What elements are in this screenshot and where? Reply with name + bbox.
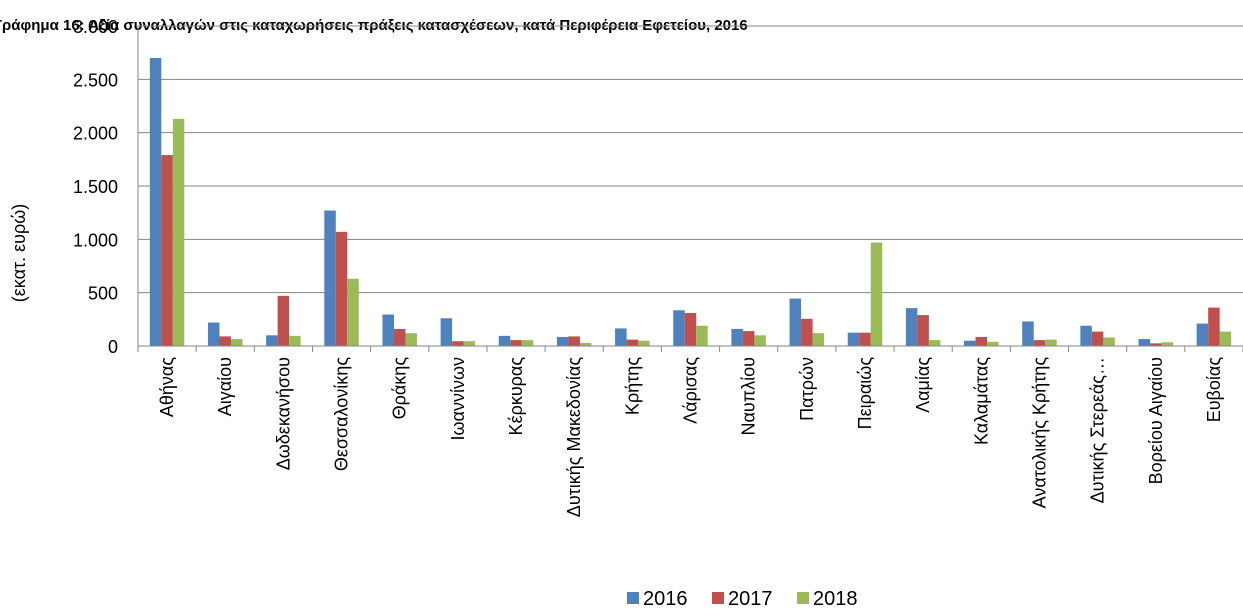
bar [812, 333, 825, 346]
bar [1219, 331, 1232, 346]
y-tick-label: 2.000 [73, 124, 118, 144]
legend-label: 2016 [643, 588, 688, 610]
legend: 2016 2017 2018 [627, 588, 858, 610]
x-tick-label: Ευβοίας [1204, 357, 1224, 423]
bar [382, 314, 394, 346]
bar [801, 318, 813, 346]
legend-swatch [627, 592, 639, 604]
bar [859, 332, 871, 346]
bar [393, 328, 406, 346]
bar [347, 278, 359, 346]
x-tick-label: Δυτικής Μακεδονίας [564, 357, 584, 518]
bar [405, 333, 417, 346]
x-tick-label: Βορείου Αιγαίου [1146, 357, 1166, 484]
bar [731, 328, 743, 346]
legend-swatch [712, 592, 724, 604]
legend-swatch [797, 592, 809, 604]
bar [1045, 339, 1057, 346]
y-tick-label: 1.000 [73, 230, 118, 250]
bar [870, 242, 883, 346]
x-tick-label: Ναυπλίου [739, 357, 759, 436]
y-tick-label: 1.500 [73, 177, 118, 197]
bar [230, 339, 243, 346]
bar [207, 322, 220, 346]
bar [1080, 325, 1092, 346]
gridlines [138, 25, 1243, 347]
bar [324, 210, 336, 346]
bar [754, 335, 766, 346]
legend-label: 2018 [813, 588, 858, 610]
legend-label: 2017 [728, 588, 773, 610]
bar [1196, 323, 1209, 346]
bar [521, 340, 534, 346]
bar [172, 118, 185, 346]
bar [1150, 343, 1162, 346]
bar [219, 336, 231, 346]
bar [1161, 342, 1174, 346]
bar [847, 332, 860, 346]
bar [161, 155, 173, 346]
bar [556, 336, 569, 346]
x-tick-label: Θράκης [390, 357, 410, 420]
bar [928, 340, 941, 346]
bar [277, 295, 290, 346]
bar [1033, 340, 1046, 346]
bar [579, 342, 592, 346]
y-tick-labels: 0 500 1.000 1.500 2.000 2.500 3.000 [73, 17, 118, 357]
bar [742, 331, 755, 346]
bar [638, 340, 650, 346]
bar [289, 335, 301, 346]
x-tick-label: Αθήνας [157, 357, 177, 417]
bars [149, 58, 1232, 346]
x-tick-label: Λάρισας [681, 357, 701, 424]
bar [440, 318, 453, 346]
x-tick-label: Κέρκυρας [506, 357, 526, 436]
bar [987, 341, 999, 346]
bar [905, 308, 918, 346]
x-tick-label: Δυτικής Στερεάς… [1088, 357, 1108, 503]
bar [266, 335, 278, 346]
bar [975, 336, 988, 346]
bar [1103, 337, 1115, 346]
x-tick-label: Κρήτης [622, 357, 642, 415]
x-tick-label: Ανατολικής Κρήτης [1029, 357, 1049, 509]
x-tick-label: Αιγαίου [215, 357, 235, 416]
bar [684, 312, 697, 346]
bar [1022, 321, 1034, 346]
x-tick-labels: Αθήνας Αιγαίου Δωδεκανήσου Θεσσαλονίκης Θράκ… [157, 357, 1224, 518]
x-tick-label: Θεσσαλονίκης [332, 357, 352, 471]
x-tick-label: Πατρών [797, 357, 817, 421]
x-tick-label: Καλαμάτας [971, 357, 991, 445]
x-tick-label: Δωδεκανήσου [273, 357, 293, 470]
y-tick-label: 500 [88, 284, 118, 304]
axes [137, 26, 1243, 352]
bar [789, 298, 802, 346]
bar [696, 325, 708, 346]
bar [917, 315, 929, 346]
y-tick-label: 2.500 [73, 70, 118, 90]
bar [1138, 339, 1151, 346]
bar [1091, 331, 1104, 346]
bar [498, 335, 511, 346]
x-tick-label: Λαμίας [913, 357, 933, 413]
bar [335, 231, 348, 346]
bar [673, 310, 685, 346]
bar [149, 58, 162, 346]
bar [568, 336, 580, 346]
bar [615, 328, 627, 346]
bar [626, 339, 639, 346]
bar [463, 341, 476, 346]
x-tick-label: Ιωαννίνων [448, 357, 468, 441]
y-axis-label: (εκατ. ευρώ) [9, 204, 29, 302]
y-tick-label: 3.000 [73, 17, 118, 37]
bar [452, 341, 464, 346]
y-tick-label: 0 [108, 337, 118, 357]
bar [1208, 307, 1220, 346]
bar [510, 340, 522, 346]
bar [964, 340, 976, 346]
x-tick-label: Πειραιώς [855, 357, 875, 430]
